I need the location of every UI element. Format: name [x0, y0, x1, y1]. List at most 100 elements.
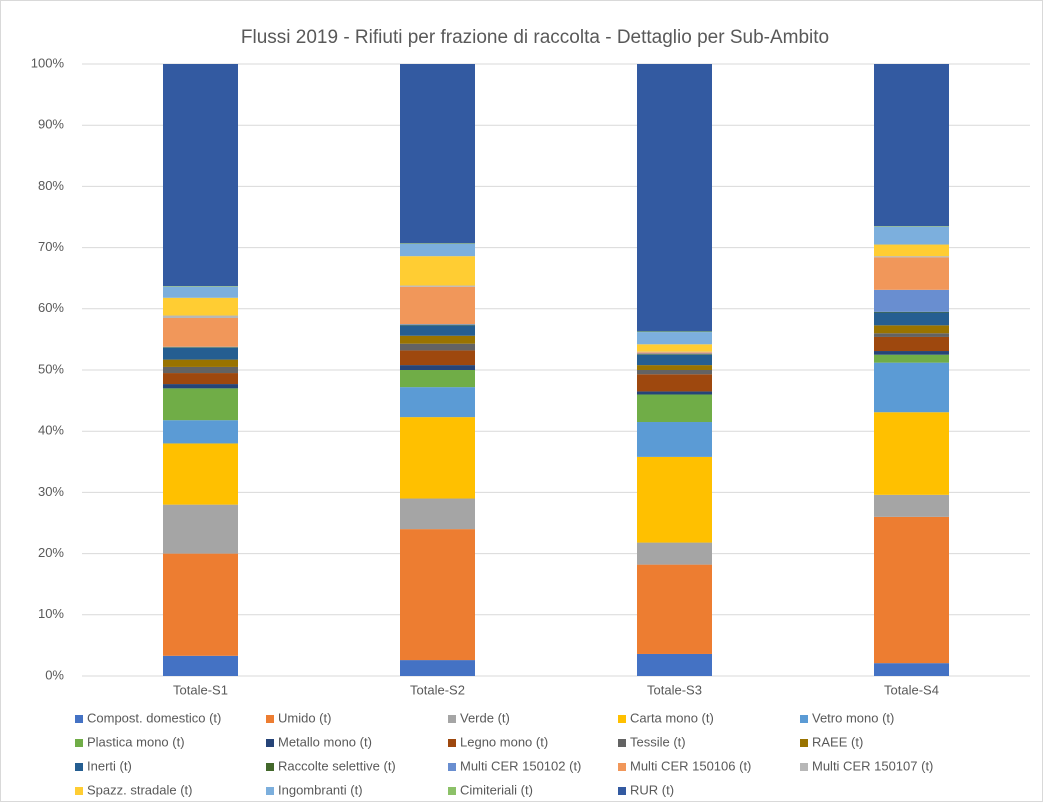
legend-label: Legno mono (t) — [460, 734, 548, 749]
legend-swatch — [618, 763, 626, 771]
bar-segment — [874, 312, 949, 326]
x-tick-label: Totale-S1 — [173, 682, 228, 697]
bar-segment — [874, 412, 949, 495]
bar-segment — [400, 324, 475, 326]
legend-swatch — [448, 787, 456, 795]
y-tick-label: 30% — [38, 484, 64, 499]
bar-segment — [637, 422, 712, 457]
bar-segment — [163, 553, 238, 656]
bar-segment — [874, 351, 949, 355]
bar-segment — [400, 370, 475, 388]
bar-segment — [637, 64, 712, 332]
bar-segment — [874, 494, 949, 517]
legend-label: Verde (t) — [460, 710, 510, 725]
legend-label: Umido (t) — [278, 710, 331, 725]
bar-segment — [400, 498, 475, 530]
bar-segment — [637, 352, 712, 354]
y-tick-label: 40% — [38, 423, 64, 438]
bar-segment — [637, 353, 712, 355]
bar-segment — [637, 653, 712, 676]
x-tick-label: Totale-S2 — [410, 682, 465, 697]
bar-segment — [163, 655, 238, 676]
bar-segment — [637, 354, 712, 355]
legend-label: Metallo mono (t) — [278, 734, 372, 749]
legend-label: Compost. domestico (t) — [87, 710, 221, 725]
bar-segment — [163, 373, 238, 385]
bar-segment — [874, 64, 949, 227]
legend-label: Multi CER 150107 (t) — [812, 758, 933, 773]
bar-segment — [874, 362, 949, 413]
bar-segment — [874, 325, 949, 334]
bar-segment — [163, 315, 238, 318]
legend-swatch — [618, 739, 626, 747]
bar-segment — [874, 226, 949, 227]
bar-segment — [874, 336, 949, 352]
legend-swatch — [618, 787, 626, 795]
y-tick-label: 0% — [45, 667, 64, 682]
y-tick-label: 50% — [38, 361, 64, 376]
legend-swatch — [75, 715, 83, 723]
legend-label: Spazz. stradale (t) — [87, 782, 193, 797]
bar-segment — [874, 663, 949, 676]
bar-segment — [874, 333, 949, 337]
legend-swatch — [448, 739, 456, 747]
legend-label: Plastica mono (t) — [87, 734, 185, 749]
bar-segment — [637, 365, 712, 370]
bar-segment — [874, 289, 949, 312]
y-tick-label: 70% — [38, 239, 64, 254]
legend-swatch — [266, 715, 274, 723]
bar-segment — [400, 243, 475, 257]
bar-segment — [400, 529, 475, 661]
bar-segment — [400, 286, 475, 325]
legend-label: Raccolte selettive (t) — [278, 758, 396, 773]
bar-segment — [637, 351, 712, 353]
bar-segment — [400, 285, 475, 287]
bar-segment — [163, 366, 238, 374]
bar-segment — [163, 64, 238, 287]
legend-swatch — [800, 739, 808, 747]
bar-segment — [400, 343, 475, 351]
x-tick-label: Totale-S3 — [647, 682, 702, 697]
bar-segment — [400, 243, 475, 244]
bar-segment — [400, 64, 475, 244]
bar-segment — [637, 332, 712, 345]
bar-segment — [874, 311, 949, 313]
legend-swatch — [800, 715, 808, 723]
y-tick-label: 60% — [38, 300, 64, 315]
bar-segment — [874, 256, 949, 258]
bar-segment — [400, 325, 475, 336]
bar-segment — [874, 516, 949, 664]
bar-segment — [637, 354, 712, 366]
legend-label: Multi CER 150106 (t) — [630, 758, 751, 773]
bar-segment — [163, 346, 238, 348]
legend-swatch — [266, 763, 274, 771]
legend-label: RAEE (t) — [812, 734, 863, 749]
legend-label: Carta mono (t) — [630, 710, 714, 725]
bar-segment — [874, 257, 949, 290]
y-tick-label: 100% — [31, 55, 65, 70]
y-tick-label: 90% — [38, 117, 64, 132]
legend-label: Inerti (t) — [87, 758, 132, 773]
bar-segment — [637, 542, 712, 565]
bar-segment — [163, 317, 238, 347]
bar-segment — [400, 256, 475, 286]
bar-segment — [637, 391, 712, 395]
bar-segment — [874, 244, 949, 257]
y-tick-label: 20% — [38, 545, 64, 560]
bar-segment — [163, 286, 238, 287]
bar-segment — [163, 504, 238, 554]
legend-label: Tessile (t) — [630, 734, 686, 749]
legend-label: Ingombranti (t) — [278, 782, 363, 797]
x-tick-label: Totale-S4 — [884, 682, 939, 697]
legend-label: Multi CER 150102 (t) — [460, 758, 581, 773]
bar-segment — [637, 331, 712, 333]
bar-segment — [637, 344, 712, 352]
bar-segment — [163, 443, 238, 505]
bar-segment — [163, 347, 238, 360]
bar-segment — [637, 394, 712, 423]
legend-swatch — [618, 715, 626, 723]
bar-segment — [637, 374, 712, 392]
bar-segment — [400, 417, 475, 499]
bar-segment — [637, 370, 712, 375]
